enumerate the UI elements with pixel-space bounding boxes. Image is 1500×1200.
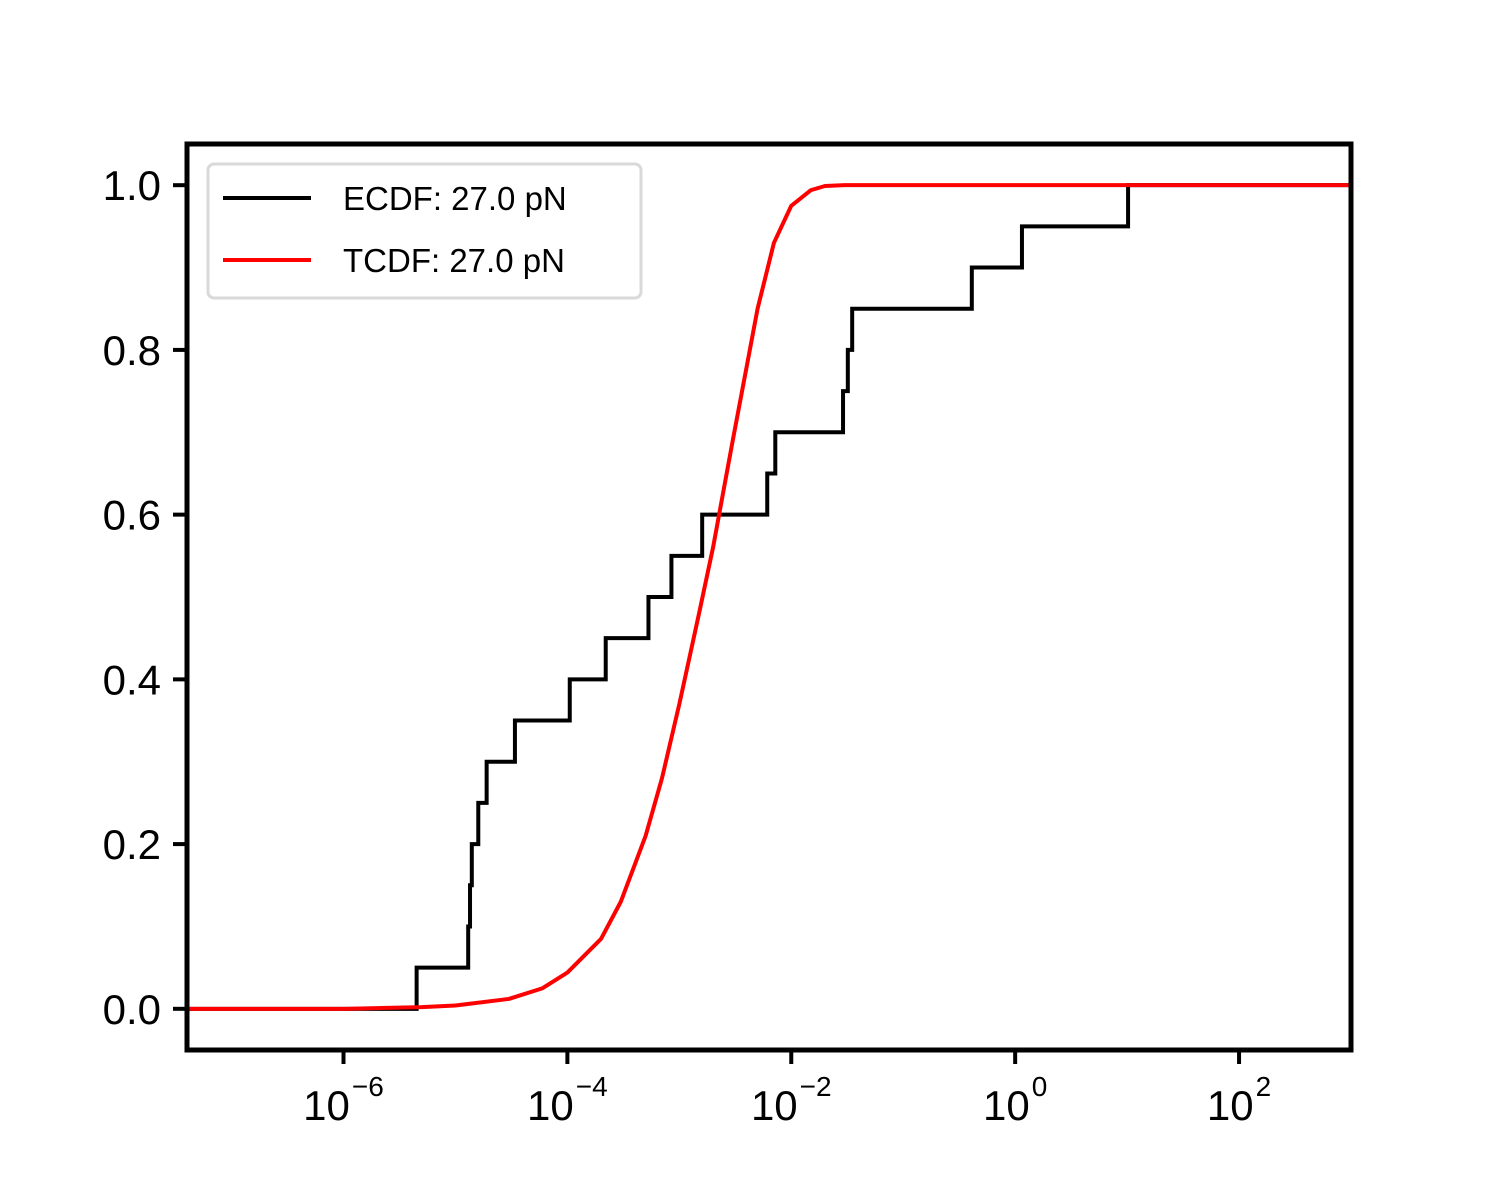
series-line-2: [187, 183, 1351, 1011]
y-tick-label: 0.0: [103, 986, 161, 1033]
legend-box: [206, 162, 643, 300]
legend-label: ECDF: 27.0 pN: [343, 180, 567, 217]
x-tick-base: 10: [1207, 1082, 1254, 1129]
x-tick-base: 10: [303, 1082, 350, 1129]
axes: 0.00.20.40.60.81.010 −6 10 −4 10 −2 10 0 10 2: [103, 141, 1354, 1129]
x-tick-label: 10 −4: [527, 1071, 608, 1129]
y-tick-label: 0.2: [103, 821, 161, 868]
y-tick-label: 1.0: [103, 162, 161, 209]
y-tick-label: 0.8: [103, 327, 161, 374]
x-tick-exponent: 2: [1256, 1071, 1272, 1102]
x-tick-label: 10 0: [983, 1071, 1047, 1129]
x-tick-label: 10 −6: [303, 1071, 384, 1129]
x-tick-base: 10: [751, 1082, 798, 1129]
x-tick-exponent: −6: [352, 1071, 384, 1102]
x-tick-exponent: −4: [576, 1071, 608, 1102]
y-tick-label: 0.4: [103, 656, 161, 703]
x-tick-label: 10 −2: [751, 1071, 832, 1129]
x-tick-exponent: −2: [800, 1071, 832, 1102]
x-tick-base: 10: [527, 1082, 574, 1129]
series-line-1: [187, 183, 1351, 1011]
x-tick-exponent: 0: [1032, 1071, 1048, 1102]
legend: ECDF: 27.0 pN TCDF: 27.0 pN: [206, 162, 643, 300]
axes-frame: [184, 141, 1354, 1053]
legend-label: TCDF: 27.0 pN: [343, 242, 565, 279]
x-tick-base: 10: [983, 1082, 1030, 1129]
plot-area: [187, 183, 1351, 1011]
x-tick-label: 10 2: [1207, 1071, 1271, 1129]
y-tick-label: 0.6: [103, 492, 161, 539]
